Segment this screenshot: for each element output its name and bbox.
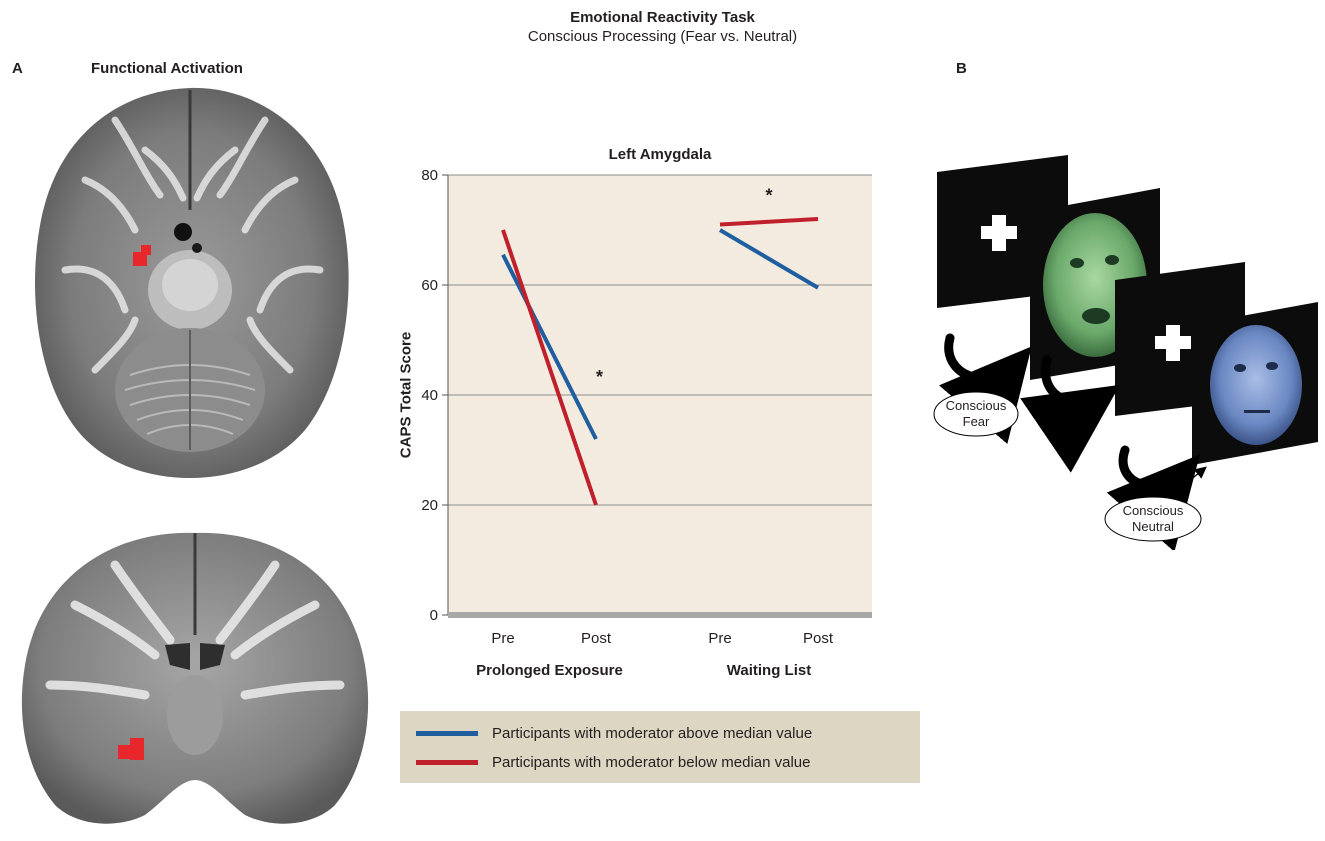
chart-legend: Participants with moderator above median… <box>400 711 920 783</box>
axial-brain-slice <box>35 87 349 478</box>
series-line-below-median <box>501 229 598 506</box>
task-diagram <box>933 155 1318 550</box>
curved-arrow-icon <box>938 333 1200 550</box>
y-tick-label: 60 <box>421 277 438 294</box>
y-tick-label: 80 <box>421 167 438 184</box>
significance-marker: * <box>765 186 772 206</box>
series-line-below-median <box>719 217 819 227</box>
x-tick-label: Post <box>803 630 834 647</box>
y-axis-label: CAPS Total Score <box>400 332 414 458</box>
x-tick-label: Pre <box>491 630 514 647</box>
fixation-cross-icon <box>1155 325 1191 361</box>
chart-title: Left Amygdala <box>609 146 712 163</box>
series-line-above-median <box>718 228 820 290</box>
y-tick-label: 20 <box>421 497 438 514</box>
panel-a-label: A <box>12 60 23 77</box>
legend-label-below-median: Participants with moderator below median… <box>492 753 811 771</box>
panel-a-title: Functional Activation <box>91 60 243 77</box>
figure-subtitle: Conscious Processing (Fear vs. Neutral) <box>527 28 798 45</box>
neutral-face-icon <box>1210 325 1302 445</box>
callout-conscious-fear <box>933 391 1019 437</box>
x-tick-label: Post <box>581 630 612 647</box>
fixation-cross-icon <box>981 215 1017 251</box>
y-tick-label: 40 <box>421 387 438 404</box>
legend-swatch-below-median <box>416 759 478 765</box>
series-line-above-median <box>501 253 598 440</box>
coronal-brain-slice <box>21 532 369 824</box>
x-axis-baseline <box>448 612 872 618</box>
x-tick-label: Pre <box>708 630 731 647</box>
callout-neutral-text: Conscious Neutral <box>1122 503 1184 534</box>
callout-conscious-neutral <box>1104 496 1202 542</box>
x-group-label: Waiting List <box>727 662 811 679</box>
significance-marker: * <box>596 367 603 387</box>
legend-item-above-median: Participants with moderator above median… <box>416 723 812 743</box>
x-group-label: Prolonged Exposure <box>476 662 623 679</box>
figure-title: Emotional Reactivity Task <box>570 9 755 26</box>
activation-blob <box>133 252 147 266</box>
legend-label-above-median: Participants with moderator above median… <box>492 724 813 742</box>
legend-swatch-above-median <box>416 730 478 736</box>
left-amygdala-chart: Left Amygdala 0 20 40 60 80 CAPS Total Score Pr… <box>400 146 872 679</box>
panel-b-label: B <box>956 60 967 77</box>
callout-fear-text: Conscious Fear <box>945 398 1007 429</box>
legend-item-below-median: Participants with moderator below median… <box>416 752 811 772</box>
y-tick-label: 0 <box>430 607 438 624</box>
